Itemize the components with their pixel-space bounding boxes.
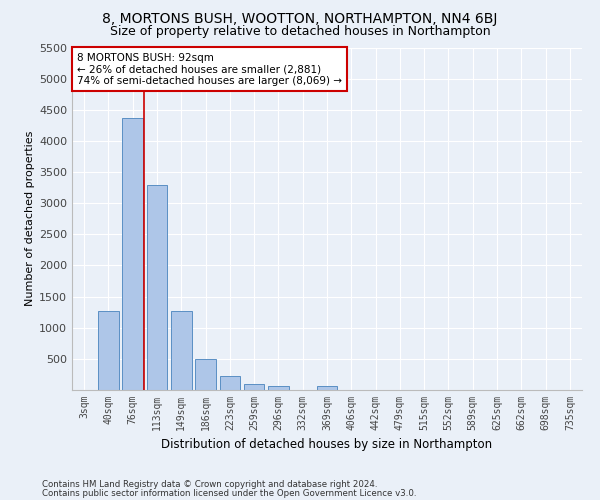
X-axis label: Distribution of detached houses by size in Northampton: Distribution of detached houses by size … (161, 438, 493, 452)
Bar (98, 311, 119, 390)
Text: 8 MORTONS BUSH: 92sqm
← 26% of detached houses are smaller (2,881)
74% of semi-d: 8 MORTONS BUSH: 92sqm ← 26% of detached … (77, 52, 342, 86)
Bar (146, 184, 167, 390)
Bar (122, 118, 143, 390)
Text: Contains HM Land Registry data © Crown copyright and database right 2024.: Contains HM Land Registry data © Crown c… (42, 480, 377, 489)
Bar (317, 386, 337, 390)
Bar (268, 386, 289, 390)
Y-axis label: Number of detached properties: Number of detached properties (25, 131, 35, 306)
Text: 8, MORTONS BUSH, WOOTTON, NORTHAMPTON, NN4 6BJ: 8, MORTONS BUSH, WOOTTON, NORTHAMPTON, N… (103, 12, 497, 26)
Bar (195, 360, 216, 390)
Bar (220, 376, 240, 390)
Text: Contains public sector information licensed under the Open Government Licence v3: Contains public sector information licen… (42, 488, 416, 498)
Text: Size of property relative to detached houses in Northampton: Size of property relative to detached ho… (110, 25, 490, 38)
Bar (244, 384, 265, 390)
Bar (171, 311, 191, 390)
